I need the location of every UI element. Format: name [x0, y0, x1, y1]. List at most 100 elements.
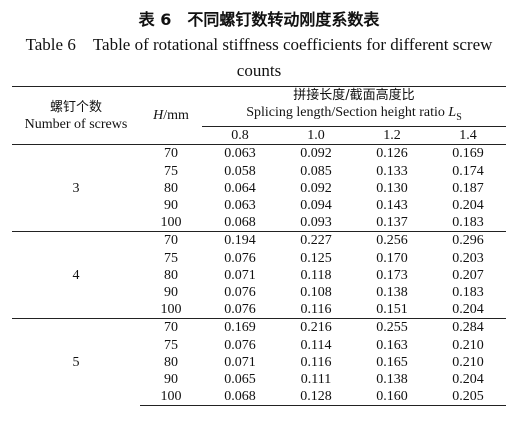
row: 80 0.071 0.118 0.173 0.207 — [12, 267, 506, 284]
h-cell: 75 — [164, 163, 178, 179]
ratio-text: Splicing length/Section height ratio — [246, 105, 445, 121]
value-cell: 0.169 — [452, 146, 484, 162]
value-cell: 0.133 — [376, 163, 408, 179]
value-cell: 0.204 — [452, 198, 484, 214]
ratio-header-zh: 拼接长度/截面高度比 — [202, 86, 506, 105]
ratio-value: 1.2 — [354, 126, 430, 146]
h-cell: 75 — [164, 337, 178, 353]
value-cell: 0.068 — [224, 215, 256, 231]
value-cell: 0.284 — [430, 318, 506, 337]
screws-header: 螺钉个数 Number of screws — [12, 85, 140, 146]
value-cell: 0.204 — [452, 372, 484, 388]
ratio-value: 1.0 — [278, 126, 354, 146]
value-cell: 0.076 — [224, 250, 256, 266]
h-cell: 80 — [164, 267, 178, 283]
ratio-row: 0.8 1.0 1.2 1.4 — [12, 126, 506, 146]
value-cell: 0.169 — [202, 318, 278, 337]
value-cell: 0.173 — [376, 267, 408, 283]
value-cell: 0.085 — [300, 163, 332, 179]
value-cell: 0.210 — [452, 337, 484, 353]
ratio-value: 1.4 — [430, 126, 506, 146]
h-header: H/mm — [140, 85, 202, 146]
row: 100 0.068 0.093 0.137 0.183 — [12, 214, 506, 232]
value-cell: 0.076 — [224, 337, 256, 353]
value-cell: 0.108 — [300, 285, 332, 301]
value-cell: 0.163 — [376, 337, 408, 353]
value-cell: 0.068 — [202, 388, 278, 407]
value-cell: 0.194 — [202, 231, 278, 250]
value-cell: 0.183 — [452, 285, 484, 301]
value-cell: 0.227 — [278, 231, 354, 250]
header-zh: 螺钉个数 — [49, 99, 102, 115]
value-cell: 0.204 — [452, 302, 484, 318]
row: 75 0.058 0.085 0.133 0.174 — [12, 163, 506, 180]
h-cell: 70 — [140, 231, 202, 250]
h-cell: 90 — [164, 198, 178, 214]
value-cell: 0.092 — [300, 180, 332, 196]
value-cell: 0.160 — [354, 388, 430, 407]
row: 4 70 0.194 0.227 0.256 0.296 — [12, 231, 506, 319]
value-cell: 0.065 — [224, 372, 256, 388]
value-cell: 0.165 — [376, 354, 408, 370]
value-cell: 0.151 — [376, 302, 408, 318]
page: 表 6 不同螺钉数转动刚度系数表 Table 6 Table of rotati… — [0, 6, 518, 430]
value-cell: 0.063 — [224, 198, 256, 214]
value-cell: 0.143 — [376, 198, 408, 214]
value-cell: 0.174 — [452, 163, 484, 179]
h-cell: 90 — [164, 285, 178, 301]
value-cell: 0.092 — [300, 146, 332, 162]
row: 75 0.076 0.114 0.163 0.210 — [12, 337, 506, 354]
value-cell: 0.064 — [224, 180, 256, 196]
value-cell: 0.071 — [224, 354, 256, 370]
value-cell: 0.138 — [376, 285, 408, 301]
row: 80 0.064 0.092 0.130 0.187 — [12, 180, 506, 197]
header-en: Number of screws — [24, 116, 128, 132]
screws-cell: 5 — [12, 318, 140, 406]
value-cell: 0.116 — [300, 354, 332, 370]
value-cell: 0.210 — [452, 354, 484, 370]
h-cell: 90 — [164, 372, 178, 388]
value-cell: 0.138 — [376, 372, 408, 388]
value-cell: 0.216 — [278, 318, 354, 337]
value-cell: 0.116 — [300, 302, 332, 318]
h-cell: 70 — [140, 318, 202, 337]
value-cell: 0.118 — [300, 267, 332, 283]
ratio-header-en: Splicing length/Section height ratio LS — [202, 104, 506, 128]
value-cell: 0.076 — [224, 302, 256, 318]
value-cell: 0.126 — [376, 146, 408, 162]
h-cell: 80 — [164, 180, 178, 196]
h-cell: 100 — [160, 215, 182, 231]
symbol: H — [153, 108, 164, 124]
value-cell: 0.203 — [452, 250, 484, 266]
value-cell: 0.207 — [452, 267, 484, 283]
row: 80 0.071 0.116 0.165 0.210 — [12, 354, 506, 371]
row: 100 0.076 0.116 0.151 0.204 — [12, 301, 506, 319]
value-cell: 0.256 — [354, 231, 430, 250]
row: 100 0.068 0.128 0.160 0.205 — [12, 388, 506, 407]
h-cell: 70 — [164, 146, 178, 162]
h-cell: 75 — [164, 250, 178, 266]
value-cell: 0.114 — [300, 337, 332, 353]
value-cell: 0.058 — [224, 163, 256, 179]
value-cell: 0.071 — [224, 267, 256, 283]
value-cell: 0.111 — [300, 372, 332, 388]
screws-cell: 3 — [72, 180, 80, 196]
caption-zh: 表 6 不同螺钉数转动刚度系数表 — [138, 10, 380, 29]
value-cell: 0.130 — [376, 180, 408, 196]
row: 3 70 0.063 0.092 0.126 0.169 — [12, 145, 506, 195]
value-cell: 0.093 — [300, 215, 332, 231]
value-cell: 0.183 — [452, 215, 484, 231]
row: 90 0.063 0.094 0.143 0.204 — [12, 197, 506, 214]
h-cell: 100 — [140, 388, 202, 407]
unit: /mm — [163, 108, 189, 124]
value-cell: 0.076 — [224, 285, 256, 301]
ratio-value: 0.8 — [202, 126, 278, 146]
row: 5 70 0.169 0.216 0.255 0.284 — [12, 318, 506, 406]
value-cell: 0.170 — [376, 250, 408, 266]
symbol: L — [448, 105, 457, 121]
row: 90 0.065 0.111 0.138 0.204 — [12, 371, 506, 388]
table-head: 螺钉个数 Number of screws H/mm 拼接长度/截面高度比 Spl… — [12, 85, 506, 146]
screws-cell: 4 — [12, 231, 140, 319]
value-cell: 0.063 — [224, 146, 256, 162]
value-cell: 0.125 — [300, 250, 332, 266]
